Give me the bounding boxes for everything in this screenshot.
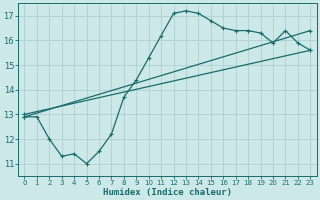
X-axis label: Humidex (Indice chaleur): Humidex (Indice chaleur) xyxy=(103,188,232,197)
